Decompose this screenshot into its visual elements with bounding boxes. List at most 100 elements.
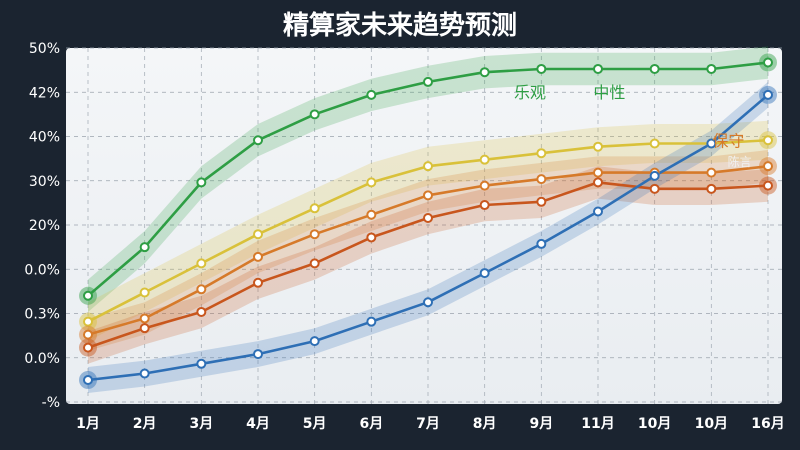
- point-conservative_b: [196, 306, 207, 317]
- point-neutral: [763, 135, 773, 146]
- x-tick-label: 8月: [473, 416, 497, 432]
- point-pessimistic: [536, 238, 547, 249]
- point-conservative_a: [253, 251, 263, 262]
- label-conservative: 保守: [712, 132, 744, 151]
- point-conservative_a: [366, 209, 377, 220]
- point-optimistic: [196, 177, 207, 188]
- point-conservative_a: [196, 284, 207, 295]
- x-tick-label: 5月: [303, 416, 327, 432]
- y-tick-label: -%: [42, 395, 60, 411]
- point-conservative_b: [536, 196, 547, 207]
- point-optimistic: [139, 242, 150, 253]
- point-neutral: [593, 141, 603, 152]
- x-tick-label: 3月: [189, 416, 213, 432]
- point-pessimistic: [83, 375, 93, 385]
- point-neutral: [423, 161, 433, 172]
- chart-title: 精算家未来趋势预测: [283, 10, 517, 41]
- point-conservative_b: [423, 213, 433, 223]
- y-tick-label: 50%: [29, 41, 60, 57]
- point-conservative_b: [309, 258, 320, 269]
- point-neutral: [196, 258, 207, 269]
- x-tick-label: 7月: [416, 416, 440, 432]
- point-neutral: [253, 229, 263, 240]
- point-neutral: [309, 203, 320, 214]
- point-optimistic: [253, 135, 263, 146]
- point-conservative_a: [309, 229, 320, 240]
- x-tick-label: 4月: [246, 416, 270, 432]
- point-pessimistic: [309, 336, 320, 347]
- point-conservative_b: [706, 183, 717, 194]
- point-optimistic: [423, 76, 433, 87]
- point-conservative_b: [253, 277, 263, 288]
- y-axis-ticks: 50% 42% 40% 30% 20% 0.0% 0.3% 0.0% -%: [24, 41, 60, 411]
- x-axis-ticks: 1月 2月 3月 4月 5月 6月 7月 8月 9月 11月 10月 10月 16月: [76, 416, 785, 432]
- point-neutral: [649, 138, 660, 149]
- x-tick-label: 9月: [529, 416, 553, 432]
- point-neutral: [366, 177, 377, 188]
- point-conservative_b: [649, 183, 660, 194]
- label-end-tag: 陈言: [728, 154, 752, 169]
- y-tick-label: 20%: [29, 218, 60, 234]
- x-tick-label: 11月: [581, 416, 614, 432]
- point-pessimistic: [593, 206, 603, 217]
- point-optimistic: [649, 63, 660, 74]
- point-neutral: [83, 316, 93, 327]
- point-neutral: [479, 154, 490, 165]
- point-conservative_b: [593, 177, 603, 188]
- y-tick-label: 30%: [29, 174, 60, 190]
- point-pessimistic: [139, 368, 150, 379]
- x-tick-label: 2月: [133, 416, 157, 432]
- series-points: [79, 53, 777, 389]
- plot-area: [66, 48, 782, 404]
- point-optimistic: [366, 89, 377, 100]
- point-pessimistic: [423, 297, 433, 308]
- point-conservative_a: [139, 313, 150, 324]
- band-conservative_b: [88, 166, 768, 364]
- y-tick-label: 0.3%: [24, 307, 60, 323]
- point-pessimistic: [253, 349, 263, 360]
- y-tick-label: 0.0%: [24, 262, 60, 278]
- band-pessimistic: [88, 81, 768, 394]
- point-conservative_a: [593, 167, 603, 178]
- point-conservative_a: [706, 167, 717, 178]
- x-tick-label: 1月: [76, 416, 100, 432]
- point-optimistic: [706, 63, 717, 74]
- point-pessimistic: [196, 358, 207, 369]
- point-conservative_a: [423, 190, 433, 201]
- label-neutral: 中性: [593, 83, 625, 102]
- point-pessimistic: [763, 89, 773, 100]
- x-tick-label: 16月: [751, 416, 784, 432]
- point-optimistic: [593, 63, 603, 74]
- point-optimistic: [763, 57, 773, 68]
- point-optimistic: [309, 109, 320, 120]
- point-conservative_b: [139, 323, 150, 334]
- point-conservative_b: [366, 232, 377, 243]
- x-tick-label: 10月: [695, 416, 728, 432]
- y-tick-label: 40%: [29, 130, 60, 146]
- point-optimistic: [479, 67, 490, 78]
- point-pessimistic: [366, 316, 377, 327]
- point-pessimistic: [479, 268, 490, 279]
- point-neutral: [536, 148, 547, 159]
- point-conservative_a: [536, 174, 547, 185]
- point-optimistic: [83, 290, 93, 301]
- band-optimistic: [88, 46, 768, 313]
- point-conservative_a: [479, 180, 490, 191]
- point-conservative_a: [83, 329, 93, 340]
- label-optimistic: 乐观: [514, 83, 546, 102]
- point-conservative_a: [763, 161, 773, 172]
- grid-lines: [66, 47, 782, 404]
- band-conservative_a: [88, 150, 768, 351]
- point-conservative_b: [83, 342, 93, 353]
- point-pessimistic: [706, 138, 717, 149]
- x-tick-label: 10月: [638, 416, 671, 432]
- x-tick-label: 6月: [359, 416, 383, 432]
- point-conservative_b: [763, 180, 773, 191]
- point-neutral: [139, 287, 150, 298]
- point-pessimistic: [649, 170, 660, 181]
- point-optimistic: [536, 63, 547, 74]
- y-tick-label: 0.0%: [24, 351, 60, 367]
